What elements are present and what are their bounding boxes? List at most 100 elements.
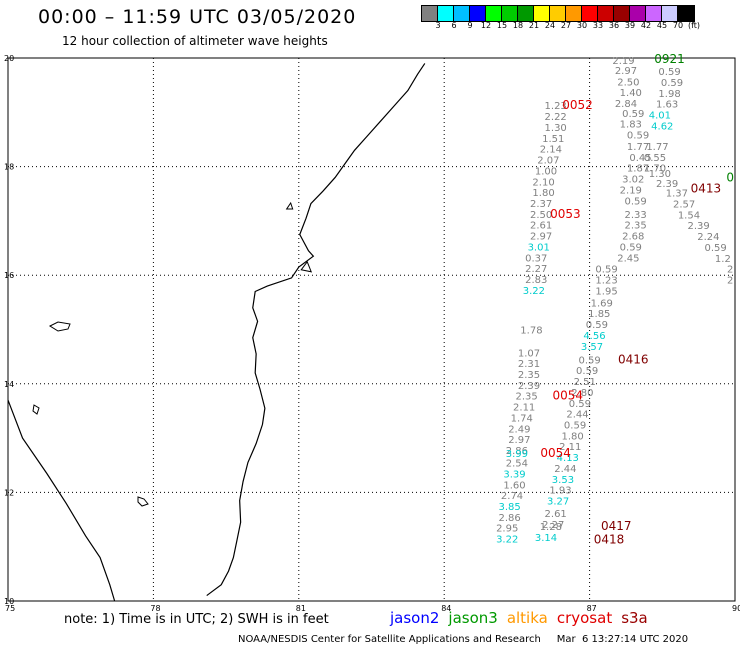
legend-swatch (566, 6, 582, 21)
legend-swatch (598, 6, 614, 21)
inland-lake (137, 496, 149, 507)
wave-height-value: 1.80 (532, 188, 554, 199)
wave-height-value: 3.02 (622, 175, 644, 186)
legend-label: 70 (672, 21, 684, 30)
wave-height-value: 2.51 (574, 377, 596, 388)
wave-height-value: 3.27 (547, 497, 569, 508)
legend-swatch (422, 6, 438, 21)
wave-height-value: 0.45 (629, 153, 651, 164)
legend-swatch (454, 6, 470, 21)
legend-label: 39 (624, 21, 636, 30)
longitude-label: 90 (732, 604, 740, 613)
latitude-label: 18 (4, 163, 14, 172)
wave-height-value: 0.59 (564, 421, 586, 432)
pass-time-label: 0052 (562, 98, 593, 112)
wave-height-value: 3.99 (506, 449, 528, 460)
longitude-label: 81 (296, 604, 306, 613)
wave-height-value: 1.51 (542, 134, 564, 145)
legend-label: 42 (640, 21, 652, 30)
legend-label: 12 (480, 21, 492, 30)
wave-height-value: 1.83 (620, 120, 642, 131)
wave-height-value: 0.59 (658, 67, 680, 78)
wave-height-value: 2.37 (530, 199, 552, 210)
wave-height-value: 2.44 (566, 410, 588, 421)
wave-height-value: 2.22 (545, 112, 567, 123)
wave-height-value: 1.37 (666, 189, 688, 200)
wave-height-value: 2.24 (697, 232, 719, 243)
legend-swatch (614, 6, 630, 21)
wave-height-value: 2.33 (625, 210, 647, 221)
legend-label: 27 (560, 21, 572, 30)
color-scale-legend (421, 5, 695, 22)
wave-height-value: 2.57 (673, 200, 695, 211)
legend-swatch (438, 6, 454, 21)
wave-height-value: 2.14 (540, 145, 562, 156)
inland-lake (32, 404, 40, 415)
satellite-legend: jason2 jason3 altika cryosat s3a (390, 609, 657, 627)
longitude-label: 78 (150, 604, 160, 613)
wave-height-value: 2.84 (615, 99, 637, 110)
wave-height-value: 1.85 (588, 309, 610, 320)
wave-height-value: 2.68 (622, 232, 644, 243)
pass-time-label: 0921 (654, 52, 685, 66)
wave-height-value: 0.59 (586, 320, 608, 331)
legend-swatch (582, 6, 598, 21)
satellite-s3a: s3a (621, 609, 648, 627)
wave-height-value: 2.35 (625, 221, 647, 232)
wave-height-value: 0.59 (661, 78, 683, 89)
pass-time-label: 0 (726, 170, 734, 184)
wave-height-value: 2.74 (501, 491, 523, 502)
wave-height-value: 0.59 (620, 242, 642, 253)
east-coast-india (206, 63, 426, 597)
wave-height-value: 2.50 (617, 77, 639, 88)
legend-swatch (550, 6, 566, 21)
wave-height-value: 1.95 (595, 286, 617, 297)
wave-height-value: 2.86 (498, 513, 520, 524)
wave-height-value: 1.23 (545, 101, 567, 112)
godavari-delta (285, 201, 294, 210)
pass-time-label: 0053 (550, 207, 581, 221)
wave-height-value: 0.59 (625, 196, 647, 207)
map-frame (7, 57, 736, 602)
wave-height-value: 2.31 (518, 359, 540, 370)
page-subtitle: 12 hour collection of altimeter wave hei… (62, 34, 328, 48)
legend-swatch (486, 6, 502, 21)
satellite-altika: altika (506, 609, 548, 627)
wave-height-value: 2.39 (688, 221, 710, 232)
wave-height-value: 3.85 (498, 502, 520, 513)
wave-height-value: 0.59 (595, 265, 617, 276)
latitude-label: 20 (4, 54, 14, 63)
wave-height-value: 1.98 (658, 89, 680, 100)
wave-height-value: 2.45 (617, 253, 639, 264)
wave-height-value: 1.07 (518, 348, 540, 359)
wave-height-value: 3.39 (503, 469, 525, 480)
pass-time-label: 0054 (540, 446, 571, 460)
wave-height-value: 1.63 (656, 100, 678, 111)
wave-height-value: 0.59 (569, 399, 591, 410)
wave-height-value: 2.97 (615, 66, 637, 77)
wave-height-value: 1.40 (620, 88, 642, 99)
wave-height-value: 2.19 (620, 185, 642, 196)
wave-height-value: 4.01 (649, 110, 671, 121)
wave-height-value: 2.83 (525, 275, 547, 286)
wave-height-value: 1.77 (627, 142, 649, 153)
longitude-label: 75 (5, 604, 15, 613)
legend-label: 36 (608, 21, 620, 30)
longitude-label: 87 (587, 604, 597, 613)
pass-time-label: 0418 (594, 533, 625, 547)
wave-height-value: 2.86 (506, 446, 528, 457)
wave-height-value: 2.39 (656, 179, 678, 190)
wave-height-value: 4.62 (651, 121, 673, 132)
wave-height-value: 2.50 (530, 210, 552, 221)
sri-lanka-coast (7, 399, 116, 602)
wave-height-value: 1.77 (646, 142, 668, 153)
latitude-label: 12 (4, 488, 14, 497)
wave-height-value: 1.30 (649, 169, 671, 180)
wave-height-value: 2.80 (571, 388, 593, 399)
coastline (7, 63, 426, 602)
legend-unit: (ft) (687, 21, 701, 30)
legend-label: 15 (496, 21, 508, 30)
